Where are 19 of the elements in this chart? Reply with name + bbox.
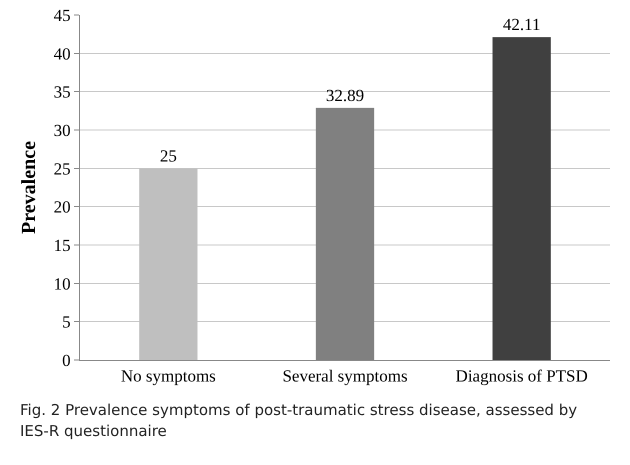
x-tick-label: Diagnosis of PTSD [456, 366, 588, 386]
y-tick-label: 40 [54, 44, 71, 64]
data-label: 25 [160, 146, 177, 166]
y-tick-label: 5 [62, 312, 71, 332]
bar [492, 37, 551, 360]
y-tick-label: 20 [54, 198, 71, 217]
y-tick-label: 15 [54, 236, 71, 255]
y-tick-label: 0 [62, 350, 71, 370]
y-tick-label: 45 [54, 6, 71, 25]
y-tick-label: 35 [54, 82, 71, 102]
y-axis-title: Prevalence [18, 140, 40, 234]
data-label: 32.89 [326, 86, 364, 105]
y-tick-label: 30 [54, 120, 71, 140]
x-tick-label: Several symptoms [282, 366, 408, 386]
caption: Fig. 2 Prevalence symptoms of post-traumatic stress disease, assessed by IES-R questionnaire [20, 400, 578, 442]
y-tick-label: 25 [54, 159, 71, 178]
x-tick-label: No symptoms [120, 366, 216, 386]
data-label: 42.11 [502, 15, 540, 34]
y-tick-label: 10 [54, 274, 71, 294]
